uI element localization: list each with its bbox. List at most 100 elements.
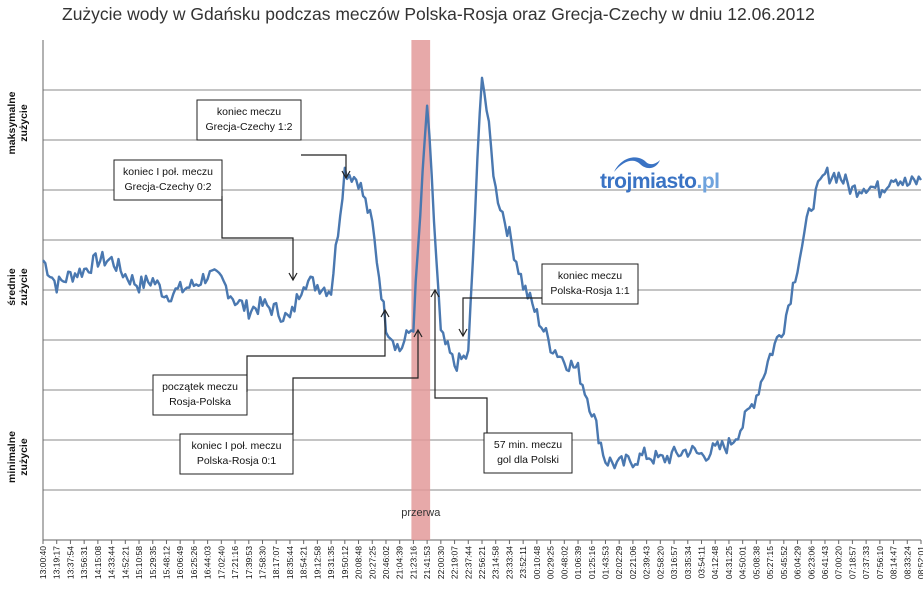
annotation-leader bbox=[292, 330, 419, 434]
x-tick-label: 18:54:21 bbox=[299, 546, 309, 579]
annotation-leader bbox=[462, 297, 542, 336]
x-tick-label: 17:39:53 bbox=[244, 546, 254, 579]
x-tick-label: 20:27:25 bbox=[367, 546, 377, 579]
annotation-box bbox=[152, 374, 248, 416]
annotation-leader bbox=[434, 290, 488, 433]
x-tick-label: 04:31:25 bbox=[724, 546, 734, 579]
x-tick-label: 15:29:35 bbox=[148, 546, 158, 579]
x-tick-label: 16:25:26 bbox=[189, 546, 199, 579]
break-band-label: przerwa bbox=[401, 507, 441, 519]
x-tick-label: 17:02:40 bbox=[216, 546, 226, 579]
x-tick-label: 03:16:57 bbox=[669, 546, 679, 579]
x-tick-label: 19:50:12 bbox=[340, 546, 350, 579]
annotation-arrow bbox=[430, 288, 440, 298]
annotation-text: koniec meczu bbox=[217, 106, 281, 118]
x-tick-label: 15:10:58 bbox=[134, 546, 144, 579]
x-tick-label: 20:46:02 bbox=[381, 546, 391, 579]
x-tick-label: 01:43:53 bbox=[600, 546, 610, 579]
x-tick-label: 04:50:01 bbox=[738, 546, 748, 579]
annotation-box bbox=[483, 432, 573, 474]
x-tick-label: 08:14:47 bbox=[889, 546, 899, 579]
x-tick-label: 16:06:49 bbox=[175, 546, 185, 579]
x-tick-label: 19:31:35 bbox=[326, 546, 336, 579]
annotation-arrow bbox=[380, 308, 390, 318]
x-tick-label: 18:17:07 bbox=[271, 546, 281, 579]
x-tick-label: 23:33:34 bbox=[504, 546, 514, 579]
x-tick-label: 21:23:16 bbox=[408, 546, 418, 579]
x-tick-label: 05:27:15 bbox=[765, 546, 775, 579]
x-tick-label: 05:08:38 bbox=[751, 546, 761, 579]
x-tick-label: 02:39:43 bbox=[642, 546, 652, 579]
x-tick-label: 22:37:44 bbox=[463, 546, 473, 579]
x-tick-label: 21:04:39 bbox=[395, 546, 405, 579]
annotation-text: koniec I poł. meczu bbox=[192, 440, 282, 452]
annotation-text: Polska-Rosja 0:1 bbox=[197, 455, 277, 467]
x-tick-label: 13:00:40 bbox=[38, 546, 48, 579]
x-tick-label: 07:56:10 bbox=[875, 546, 885, 579]
x-tick-label: 07:18:57 bbox=[847, 546, 857, 579]
annotation-leader bbox=[301, 154, 347, 178]
annotation-text: Rosja-Polska bbox=[169, 396, 231, 408]
annotation-text: 57 min. meczu bbox=[494, 439, 562, 451]
x-tick-label: 20:08:48 bbox=[354, 546, 364, 579]
annotation-arrow bbox=[341, 170, 351, 180]
x-tick-label: 03:35:34 bbox=[683, 546, 693, 579]
annotation-text: koniec meczu bbox=[558, 270, 622, 282]
annotation-text: początek meczu bbox=[162, 381, 238, 393]
x-tick-label: 13:19:17 bbox=[52, 546, 62, 579]
x-tick-label: 06:41:43 bbox=[820, 546, 830, 579]
annotation-text: koniec I poł. meczu bbox=[123, 166, 213, 178]
x-tick-label: 03:54:11 bbox=[697, 546, 707, 579]
x-tick-label: 02:58:20 bbox=[655, 546, 665, 579]
x-tick-label: 21:41:53 bbox=[422, 546, 432, 579]
x-tick-label: 22:00:30 bbox=[436, 546, 446, 579]
brand-name: trojmiasto bbox=[600, 170, 697, 193]
x-tick-label: 15:48:12 bbox=[161, 546, 171, 579]
annotation-text: gol dla Polski bbox=[497, 454, 559, 466]
break-band bbox=[411, 40, 431, 540]
annotation-text: Grecja-Czechy 1:2 bbox=[206, 121, 293, 133]
x-tick-label: 07:00:20 bbox=[834, 546, 844, 579]
x-tick-label: 16:44:03 bbox=[203, 546, 213, 579]
x-tick-label: 04:12:48 bbox=[710, 546, 720, 579]
x-tick-label: 08:52:01 bbox=[916, 546, 923, 579]
x-tick-label: 07:37:33 bbox=[861, 546, 871, 579]
x-tick-label: 01:06:39 bbox=[573, 546, 583, 579]
x-tick-label: 14:15:08 bbox=[93, 546, 103, 579]
x-tick-label: 18:35:44 bbox=[285, 546, 295, 579]
annotation-text: Polska-Rosja 1:1 bbox=[550, 285, 630, 297]
x-tick-label: 22:56:21 bbox=[477, 546, 487, 579]
annotation-leader bbox=[221, 196, 294, 280]
x-tick-label: 19:12:58 bbox=[312, 546, 322, 579]
x-tick-label: 06:23:06 bbox=[806, 546, 816, 579]
annotation-leader bbox=[246, 310, 386, 392]
x-tick-label: 02:21:06 bbox=[628, 546, 638, 579]
x-tick-label: 00:48:02 bbox=[559, 546, 569, 579]
x-tick-label: 17:58:30 bbox=[258, 546, 268, 579]
x-tick-label: 17:21:16 bbox=[230, 546, 240, 579]
annotation-text: Grecja-Czechy 0:2 bbox=[125, 181, 212, 193]
x-tick-label: 05:45:52 bbox=[779, 546, 789, 579]
brand-logo: trojmiasto.pl bbox=[600, 170, 720, 194]
x-tick-label: 13:37:54 bbox=[65, 546, 75, 579]
x-tick-label: 14:52:21 bbox=[120, 546, 130, 579]
x-tick-label: 23:14:58 bbox=[491, 546, 501, 579]
x-tick-label: 13:56:31 bbox=[79, 546, 89, 579]
annotation-box bbox=[179, 433, 294, 475]
x-tick-label: 00:29:25 bbox=[546, 546, 556, 579]
x-tick-label: 02:02:29 bbox=[614, 546, 624, 579]
chart-title: Zużycie wody w Gdańsku podczas meczów Po… bbox=[62, 4, 815, 24]
annotation-arrow bbox=[413, 328, 423, 338]
annotation-box bbox=[196, 99, 302, 141]
x-tick-label: 00:10:48 bbox=[532, 546, 542, 579]
x-tick-label: 22:19:07 bbox=[450, 546, 460, 579]
annotation-arrow bbox=[288, 272, 298, 282]
brand-wave-icon bbox=[614, 157, 660, 172]
x-tick-label: 06:04:29 bbox=[793, 546, 803, 579]
annotation-box bbox=[541, 263, 639, 305]
x-tick-label: 08:33:24 bbox=[902, 546, 912, 579]
annotation-box bbox=[113, 159, 223, 201]
series-line bbox=[42, 76, 922, 470]
